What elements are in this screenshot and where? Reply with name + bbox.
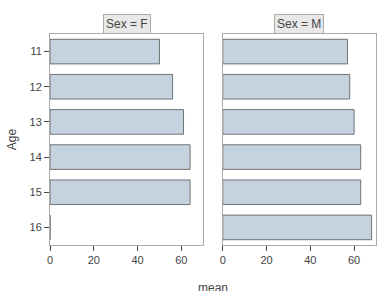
svg-text:13: 13 — [30, 116, 42, 128]
svg-text:12: 12 — [30, 81, 42, 93]
svg-text:Age: Age — [5, 129, 19, 151]
svg-text:11: 11 — [30, 45, 41, 57]
svg-text:15: 15 — [30, 186, 42, 198]
svg-text:60: 60 — [348, 254, 360, 266]
svg-text:0: 0 — [47, 254, 53, 266]
svg-text:14: 14 — [30, 151, 42, 163]
svg-text:0: 0 — [220, 254, 226, 266]
svg-text:20: 20 — [88, 254, 100, 266]
svg-text:40: 40 — [131, 254, 143, 266]
svg-text:16: 16 — [30, 221, 42, 233]
svg-text:20: 20 — [260, 254, 272, 266]
svg-text:Sex = F: Sex = F — [106, 17, 148, 31]
svg-text:60: 60 — [175, 254, 187, 266]
svg-text:40: 40 — [304, 254, 316, 266]
svg-text:Sex = M: Sex = M — [277, 17, 321, 31]
svg-text:mean: mean — [198, 281, 228, 291]
